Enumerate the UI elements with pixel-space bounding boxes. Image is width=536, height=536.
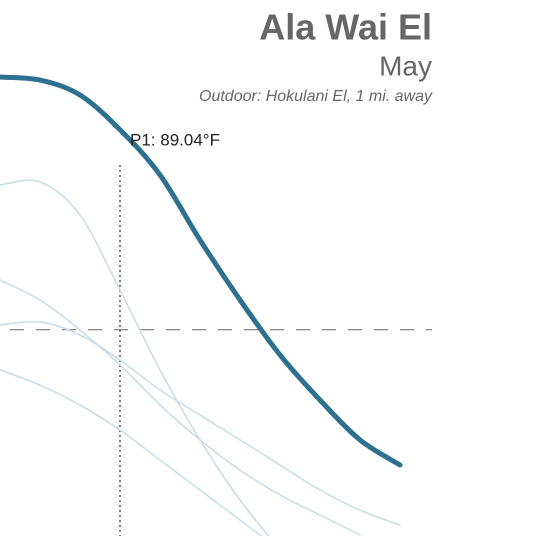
main-line (0, 74, 403, 468)
comparison-line (0, 369, 263, 536)
chart-subtitle: May (379, 50, 432, 81)
comparison-line (0, 279, 361, 536)
annotation: P1: 89.04°F (130, 130, 220, 149)
comparison-line (0, 320, 401, 526)
chart-title: Ala Wai El (259, 7, 432, 48)
comparison-line (0, 179, 270, 536)
plot-area (0, 74, 432, 536)
caption: Outdoor: Hokulani El, 1 mi. away (199, 88, 433, 105)
